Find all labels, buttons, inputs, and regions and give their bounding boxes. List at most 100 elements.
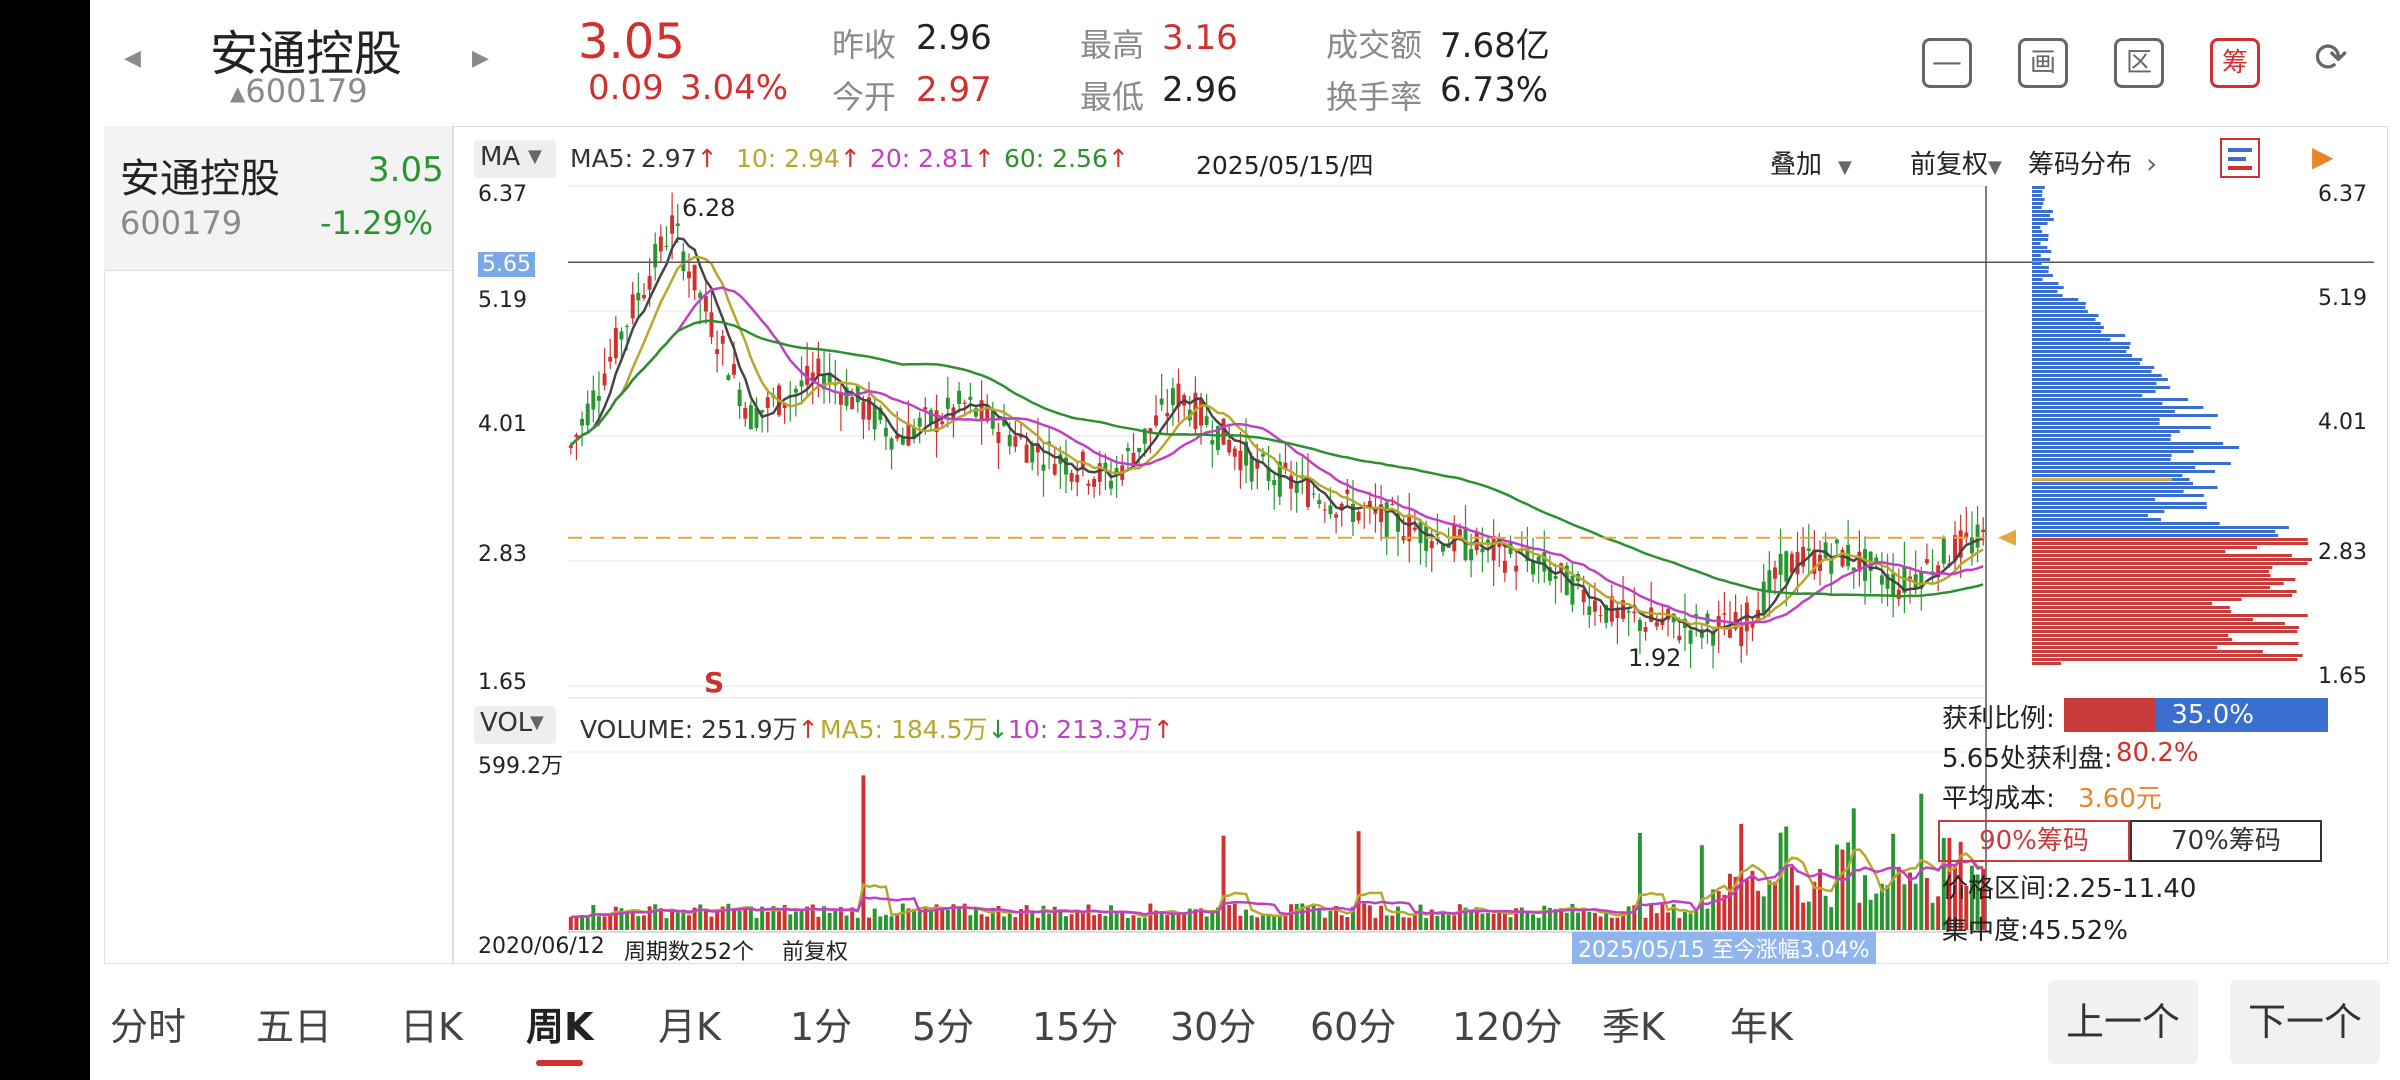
tab-1[interactable]: 五日 — [256, 1005, 333, 1049]
volume-bar — [878, 916, 883, 930]
candle-body — [1795, 552, 1800, 575]
tab-7[interactable]: 15分 — [1032, 1005, 1119, 1049]
volume-bar — [1367, 905, 1372, 930]
candle-body — [810, 372, 815, 381]
chip-icon[interactable]: 筹 — [2210, 38, 2260, 88]
volume-bar — [1531, 914, 1535, 930]
tab-9[interactable]: 60分 — [1310, 1005, 1397, 1049]
candle-body — [793, 388, 798, 393]
volume-bar — [1795, 885, 1800, 930]
chip-bar — [2032, 190, 2043, 193]
tab-10[interactable]: 120分 — [1452, 1005, 1563, 1049]
volume-bar — [990, 907, 995, 930]
volume-bar — [1637, 832, 1642, 930]
volume-bar — [1120, 912, 1125, 930]
volume-bar — [1728, 873, 1732, 930]
volume-bar — [1305, 907, 1310, 930]
kline-chart[interactable] — [90, 0, 2400, 1080]
volume-bar — [613, 906, 618, 930]
volume-bar — [777, 910, 781, 930]
sidebar-stock-item[interactable]: 安通控股 3.05 600179 -1.29% — [104, 126, 452, 271]
volume-bar — [833, 908, 838, 930]
minimize-icon[interactable]: — — [1922, 38, 1972, 88]
prev-stock-button[interactable]: 上一个 — [2048, 980, 2198, 1064]
volume-bar — [1047, 913, 1052, 930]
volume-bar — [1345, 917, 1350, 930]
tab-4[interactable]: 月K — [658, 1005, 721, 1049]
candle-body — [1941, 538, 1946, 564]
adjust-selector[interactable]: 前复权▼ — [1910, 144, 2002, 181]
volume-bar — [951, 904, 956, 930]
candle-body — [1024, 444, 1029, 463]
next-stock-arrow-icon[interactable]: ▶ — [472, 46, 489, 71]
chip-bar — [2032, 466, 2196, 469]
candle-body — [608, 356, 613, 362]
candle-body — [1677, 635, 1682, 641]
price-change-pct: 3.04% — [680, 68, 789, 108]
next-stock-button[interactable]: 下一个 — [2230, 980, 2380, 1064]
candle-body — [1536, 556, 1541, 563]
draw-icon[interactable]: 画 — [2018, 38, 2068, 88]
volume-bar — [1834, 844, 1839, 930]
tab-6[interactable]: 5分 — [912, 1005, 975, 1049]
volume-bar — [1761, 896, 1766, 930]
volume-bar — [1587, 911, 1592, 930]
volume-bar — [872, 908, 877, 930]
candle-body — [698, 292, 703, 298]
candle-body — [1221, 418, 1226, 445]
ma-selector[interactable]: MA ▼ — [474, 140, 556, 178]
current-price: 3.05 — [578, 14, 685, 70]
volume-bar — [1463, 907, 1468, 930]
volume-bar — [1277, 915, 1282, 930]
volume-bar — [681, 909, 686, 930]
volume-bar — [1671, 904, 1676, 930]
volume-bar — [1767, 880, 1772, 930]
avg-cost-label: 平均成本: — [1942, 784, 2055, 814]
volume-bar — [732, 908, 736, 930]
volume-bar — [1317, 907, 1322, 930]
chip-bar — [2032, 430, 2180, 433]
volume-bar — [619, 908, 624, 930]
volume-bar — [664, 918, 669, 930]
tab-2[interactable]: 日K — [400, 1005, 463, 1049]
y-axis-label: 5.19 — [478, 288, 527, 313]
volume-bar — [1559, 908, 1564, 930]
max-price-label: 6.28 — [682, 194, 736, 222]
candle-body — [1199, 399, 1204, 426]
volume-bar — [1750, 870, 1755, 930]
volume-bar — [1891, 833, 1896, 930]
volume-bar — [1677, 918, 1682, 930]
overlay-selector[interactable]: 叠加 ▼ — [1770, 144, 1852, 181]
candle-body — [709, 312, 714, 338]
rotate-screen-icon[interactable]: ⟳ — [2314, 35, 2348, 81]
chip-bar — [2032, 406, 2204, 409]
candle-body — [1396, 512, 1400, 532]
chip-bar — [2032, 582, 2284, 585]
tab-11[interactable]: 季K — [1602, 1005, 1665, 1049]
volume-bar — [1266, 915, 1271, 930]
chip-bar — [2032, 566, 2273, 569]
range-icon[interactable]: 区 — [2114, 38, 2164, 88]
concentration-label-text: 集中度: — [1942, 916, 2029, 946]
tab-70-chips[interactable]: 70%筹码 — [2130, 820, 2322, 862]
volume-bar — [765, 912, 770, 930]
chip-bar — [2032, 370, 2152, 373]
volume-bar — [1154, 910, 1158, 930]
chip-bars-icon[interactable] — [2220, 138, 2260, 178]
prev-stock-arrow-icon[interactable]: ◀ — [124, 46, 141, 71]
tab-5[interactable]: 1分 — [790, 1005, 853, 1049]
chip-bar — [2032, 514, 2148, 517]
candle-body — [1407, 514, 1412, 542]
tab-3[interactable]: 周K — [526, 996, 593, 1066]
tab-12[interactable]: 年K — [1730, 1005, 1793, 1049]
chip-peak-icon[interactable]: ▶ — [2312, 140, 2334, 173]
tab-0[interactable]: 分时 — [110, 1005, 187, 1049]
tab-8[interactable]: 30分 — [1170, 1005, 1257, 1049]
chip-bar — [2032, 502, 2207, 505]
volume-bar — [1789, 866, 1794, 930]
vol-selector[interactable]: VOL ▼ — [474, 706, 556, 744]
volume-bar — [1801, 902, 1806, 930]
chip-distribution-link[interactable]: 筹码分布 › — [2028, 144, 2157, 181]
tab-90-chips[interactable]: 90%筹码 — [1938, 820, 2130, 862]
volume-bar — [1497, 910, 1502, 930]
